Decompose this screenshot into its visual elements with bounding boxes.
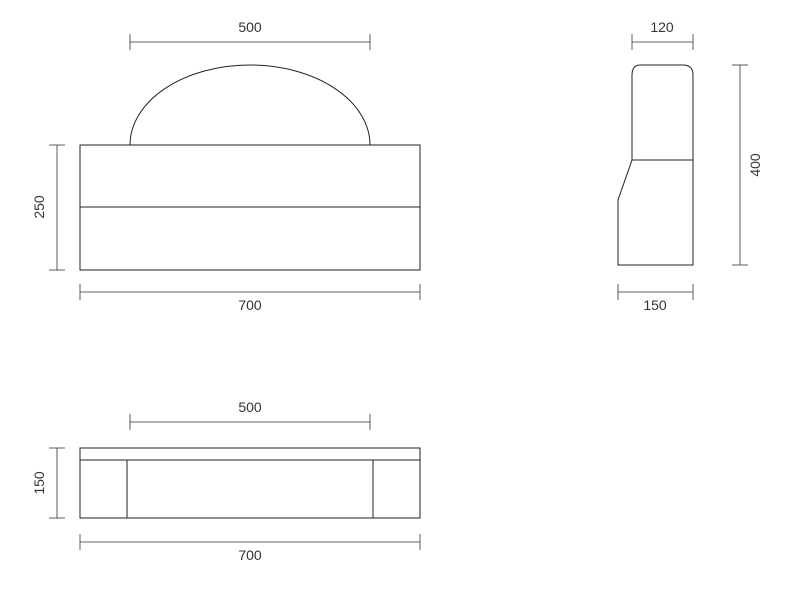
view-side: 120 400 150 xyxy=(618,19,763,313)
dim-label: 150 xyxy=(31,471,47,495)
dim-front-bottom-500: 500 xyxy=(130,399,370,430)
dim-side-120: 120 xyxy=(632,19,693,50)
dim-label: 500 xyxy=(238,399,262,415)
dim-label: 400 xyxy=(747,153,763,177)
dim-front-top-700: 700 xyxy=(80,284,420,313)
dim-label: 500 xyxy=(238,19,262,35)
front-top-arc xyxy=(130,65,370,145)
view-front-bottom: 500 150 700 xyxy=(31,399,420,563)
dim-label: 700 xyxy=(238,547,262,563)
dim-front-bottom-150: 150 xyxy=(31,448,65,518)
dim-front-top-250: 250 xyxy=(31,145,65,270)
view-front-top: 500 250 700 xyxy=(31,19,420,313)
side-outline xyxy=(618,65,693,265)
dim-front-bottom-700: 700 xyxy=(80,534,420,563)
dim-front-top-500: 500 xyxy=(130,19,370,50)
dim-label: 700 xyxy=(238,297,262,313)
dim-side-400: 400 xyxy=(732,65,763,265)
dim-label: 120 xyxy=(650,19,674,35)
technical-drawing: 500 250 700 120 xyxy=(0,0,800,600)
front-bottom-base-rect xyxy=(80,448,420,518)
dim-label: 250 xyxy=(31,195,47,219)
dim-side-150: 150 xyxy=(618,284,693,313)
dim-label: 150 xyxy=(643,297,667,313)
